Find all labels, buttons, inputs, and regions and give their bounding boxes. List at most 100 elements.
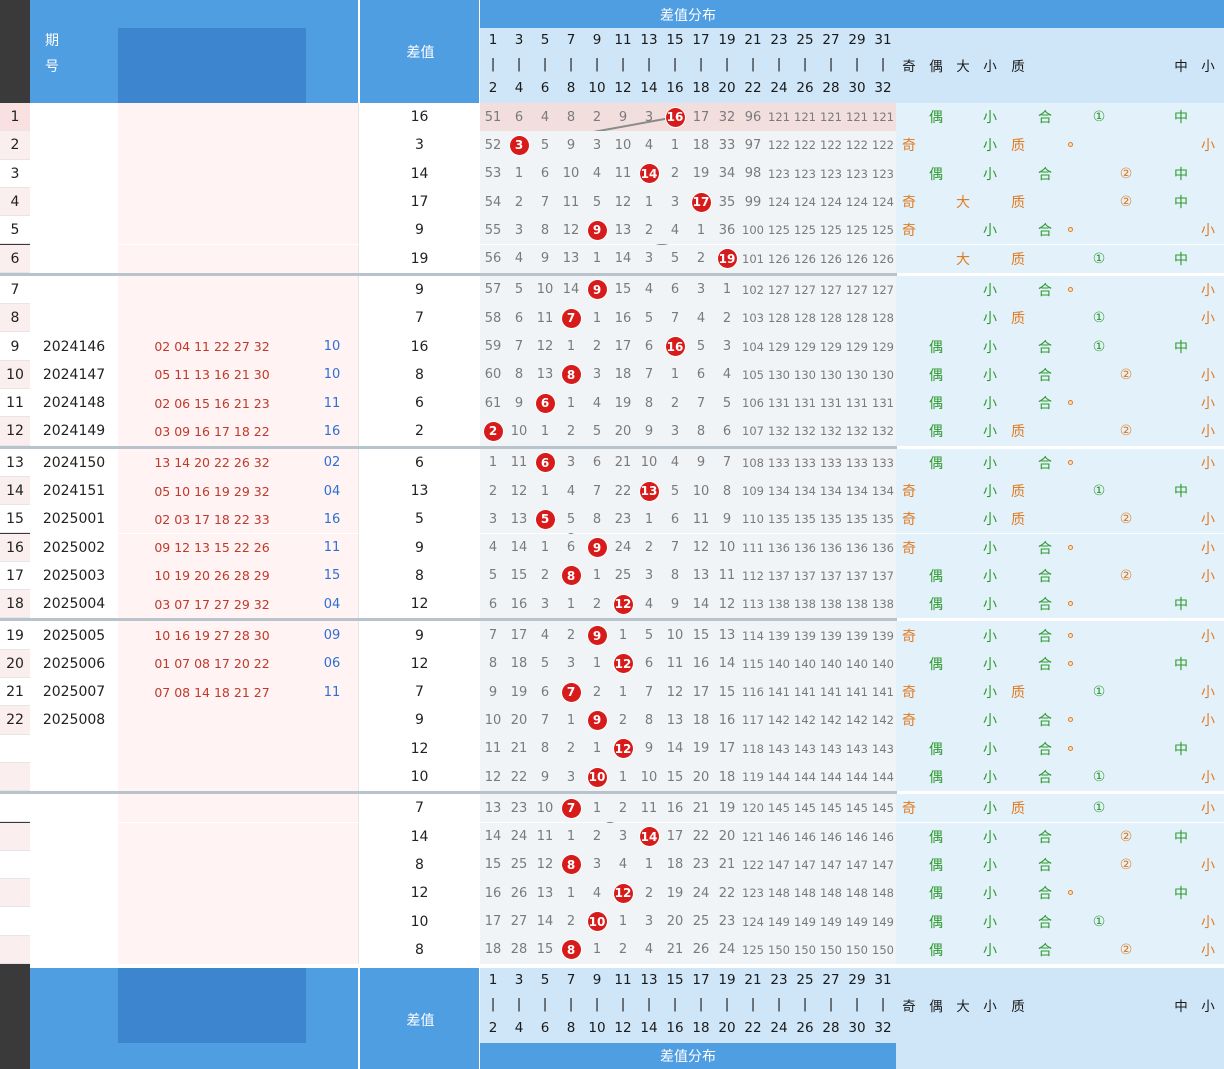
dist-col-bottom-label: 10 xyxy=(588,1020,606,1036)
dist-col-top-label: 23 xyxy=(770,972,788,988)
dist-col-bottom-label: 16 xyxy=(666,80,684,96)
dist-col-divider: | xyxy=(568,996,574,1012)
stat-comp: 合 xyxy=(1038,396,1052,413)
dist-cell: 128 xyxy=(872,311,894,326)
stat-comp: 合 xyxy=(1038,857,1052,874)
dist-cell: 11 xyxy=(692,511,710,527)
diff-marker: 8 xyxy=(561,855,581,875)
diff-marker: 6 xyxy=(535,453,555,473)
dist-cell: 132 xyxy=(846,424,868,439)
dist-footer: 差值分布 xyxy=(480,1043,896,1069)
dist-cell: 130 xyxy=(872,367,894,382)
dist-cell: 27 xyxy=(510,914,528,930)
dist-cell: 14 xyxy=(484,829,502,845)
row-index: 4 xyxy=(10,194,20,211)
dist-cell: 3 xyxy=(644,109,654,125)
row-stats-bg xyxy=(896,649,1224,678)
row-index: 18 xyxy=(6,596,24,613)
dist-cell: 123 xyxy=(820,166,842,181)
dist-cell: 102 xyxy=(742,282,764,297)
row-stats-bg xyxy=(896,103,1224,132)
dist-cell: 148 xyxy=(820,886,842,901)
dist-cell: 142 xyxy=(768,713,790,728)
dist-cell: 121 xyxy=(794,110,816,125)
dist-cell: 127 xyxy=(872,282,894,297)
stat-dot-marker xyxy=(1068,142,1073,148)
table-row: 10 12 22 9 3 1 10 15 20 18 119 144 144 144 144 144 偶小合 ① 小 xyxy=(0,762,1224,792)
dist-cell: 14 xyxy=(562,282,580,298)
dist-cell: 1 xyxy=(670,367,680,383)
dist-cell: 53 xyxy=(484,166,502,182)
stat-small: 小 xyxy=(983,455,997,472)
row-diff-value: 10 xyxy=(358,762,480,792)
dist-col-top-label: 25 xyxy=(796,972,814,988)
dist-cell: 109 xyxy=(742,484,764,499)
dist-cell: 126 xyxy=(820,251,842,266)
dist-cell: 134 xyxy=(794,484,816,499)
dist-cell: 8 xyxy=(540,222,550,238)
row-stats-bg xyxy=(896,417,1224,446)
dist-cell: 8 xyxy=(722,483,732,499)
table-row: 7 9 57 5 10 14 15 4 6 3 1 102 127 127 127 127 127 小合小 xyxy=(0,275,1224,305)
dist-cell: 139 xyxy=(794,628,816,643)
dist-cell: 4 xyxy=(644,282,654,298)
dist-cell: 17 xyxy=(692,109,710,125)
dist-cell: 128 xyxy=(820,311,842,326)
stat-even: 偶 xyxy=(929,857,943,874)
period-header-char2: 号 xyxy=(45,59,59,75)
row-diff-value: 9 xyxy=(358,533,480,562)
stat-comp: 合 xyxy=(1038,282,1052,299)
row-red-numbers xyxy=(118,907,306,936)
dist-cell: 113 xyxy=(742,597,764,612)
dist-cell: 2 xyxy=(696,251,706,267)
dist-cell: 149 xyxy=(768,914,790,929)
row-red-numbers: 03 07 17 27 29 32 xyxy=(118,590,306,619)
row-blue-number: 06 xyxy=(306,649,358,678)
stat-c2: ② xyxy=(1119,567,1133,584)
dist-col-bottom-label: 32 xyxy=(874,1020,892,1036)
row-index xyxy=(0,936,30,964)
dist-cell: 3 xyxy=(488,511,498,527)
group-separator xyxy=(0,791,897,795)
diff-marker: 8 xyxy=(561,566,581,586)
row-red-numbers xyxy=(118,216,306,245)
row-period xyxy=(30,159,118,188)
row-diff-value: 13 xyxy=(358,476,480,506)
row-red-numbers: 10 16 19 27 28 30 xyxy=(118,621,306,650)
dist-cell: 123 xyxy=(794,166,816,181)
dist-cell: 8 xyxy=(644,395,654,411)
stat-small: 小 xyxy=(983,770,997,787)
dist-cell: 23 xyxy=(614,511,632,527)
dist-cell: 10 xyxy=(614,137,632,153)
row-red-numbers xyxy=(118,103,306,132)
dist-cell: 124 xyxy=(794,195,816,210)
dist-col-top-label: 1 xyxy=(488,972,498,988)
dist-cell: 1 xyxy=(592,310,602,326)
stat-even: 偶 xyxy=(929,886,943,903)
dist-cell: 118 xyxy=(742,741,764,756)
dist-col-bottom-label: 28 xyxy=(822,80,840,96)
dist-cell: 135 xyxy=(794,512,816,527)
dist-cell: 7 xyxy=(670,310,680,326)
row-dist-bg xyxy=(480,533,896,562)
table-row: 18 2025004 03 07 17 27 29 32 04 12 6 16 3 1 2 4 9 14… xyxy=(0,590,1224,619)
dist-cell: 126 xyxy=(794,251,816,266)
row-index: 2 xyxy=(10,137,20,154)
dist-col-bottom-label: 30 xyxy=(848,1020,866,1036)
dist-cell: 4 xyxy=(670,222,680,238)
table-row: 15 2025001 02 03 17 18 22 33 16 5 3 13 5 8 23 1 6 11… xyxy=(0,505,1224,534)
row-red-numbers xyxy=(118,850,306,880)
dist-cell: 21 xyxy=(692,800,710,816)
group-separator xyxy=(0,618,897,622)
dist-cell: 3 xyxy=(644,568,654,584)
dist-cell: 135 xyxy=(820,512,842,527)
dist-col-top-label: 19 xyxy=(718,972,736,988)
dist-cell: 123 xyxy=(768,166,790,181)
dist-cell: 24 xyxy=(614,540,632,556)
dist-cell: 15 xyxy=(510,568,528,584)
dist-col-bottom-label: 14 xyxy=(640,1020,658,1036)
row-period xyxy=(30,216,118,245)
row-blue-number: 15 xyxy=(306,561,358,591)
dist-cell: 17 xyxy=(510,628,528,644)
stat-mid: 中 xyxy=(1174,251,1188,268)
